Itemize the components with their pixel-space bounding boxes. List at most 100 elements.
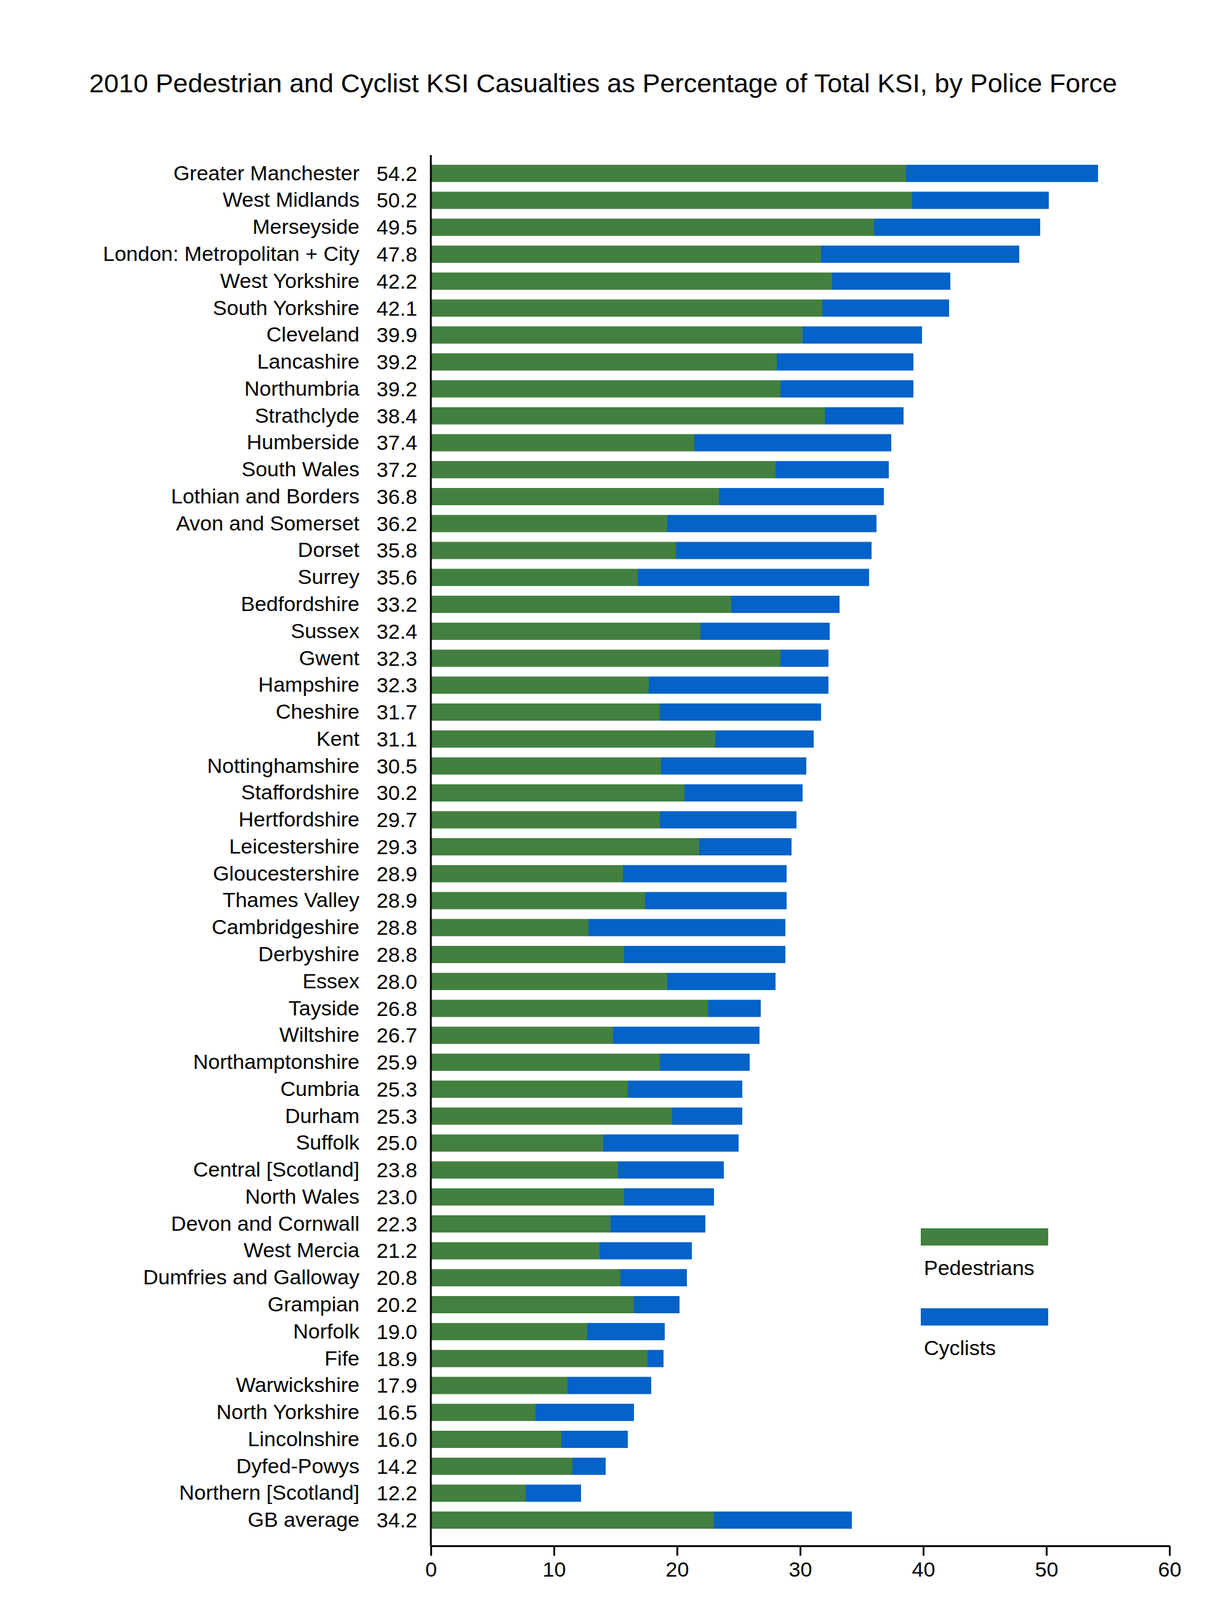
category-label: Durham	[284, 1104, 360, 1128]
bar-segment	[647, 1350, 664, 1368]
y-tick: Greater Manchester	[173, 161, 360, 185]
bar-segment	[535, 1403, 634, 1422]
tick-label: 60	[1158, 1557, 1182, 1582]
y-tick: Cheshire	[275, 699, 360, 724]
bar-segment	[430, 407, 825, 425]
y-tick: GB average	[248, 1507, 360, 1532]
tick-label: 30	[789, 1557, 813, 1582]
tick-mark	[922, 1546, 925, 1556]
category-label: West Mercia	[243, 1238, 360, 1262]
category-label: Devon and Cornwall	[171, 1211, 360, 1236]
category-label: Thames Valley	[222, 888, 360, 912]
category-label: GB average	[248, 1507, 360, 1532]
y-tick: Dorset	[297, 537, 361, 562]
bar-segment	[645, 892, 787, 910]
total-label: 16.5	[376, 1400, 418, 1425]
y-tick: Suffolk	[296, 1130, 361, 1155]
bar-segment	[430, 380, 781, 398]
y-tick: Northern [Scotland]	[179, 1480, 360, 1505]
bar-segment	[622, 865, 787, 883]
total-label: 28.8	[376, 942, 418, 967]
total-label: 32.3	[376, 646, 418, 671]
category-label: Sussex	[291, 619, 361, 643]
category-label: South Wales	[241, 457, 361, 481]
category-label: Greater Manchester	[173, 161, 360, 185]
total-label: 16.0	[376, 1427, 418, 1452]
bar-segment	[430, 1403, 536, 1422]
bar-segment	[430, 1458, 573, 1476]
tick-label: 10	[542, 1557, 567, 1582]
y-tick: Durham	[284, 1104, 360, 1128]
category-label: London: Metropolitan + City	[102, 241, 360, 266]
category-label: Staffordshire	[241, 780, 360, 804]
bar-segment	[672, 1107, 743, 1126]
tick-label: 20	[665, 1557, 690, 1582]
y-tick: Cleveland	[266, 322, 360, 346]
bar-segment	[430, 1484, 526, 1502]
total-label: 28.0	[376, 970, 418, 994]
total-label: 28.8	[376, 915, 418, 940]
bar-segment	[624, 1188, 714, 1206]
bar-segment	[430, 865, 623, 883]
total-label: 32.3	[376, 673, 418, 697]
bar-segment	[587, 1323, 665, 1341]
bar-segment	[627, 1080, 743, 1099]
tick-label: 40	[912, 1557, 936, 1582]
bar-segment	[599, 1242, 692, 1260]
bars	[430, 164, 1099, 1529]
y-tick: Gwent	[299, 645, 361, 670]
total-label: 20.2	[376, 1293, 418, 1317]
legend: PedestriansCyclists	[920, 1228, 1049, 1360]
bar-segment	[430, 811, 660, 829]
total-label: 29.7	[376, 808, 418, 832]
bar-segment	[715, 730, 814, 748]
total-label: 36.8	[376, 485, 418, 509]
bar-segment	[822, 299, 950, 317]
y-tick: West Midlands	[222, 187, 360, 212]
category-label: Cheshire	[275, 699, 360, 724]
total-label: 42.2	[376, 269, 418, 293]
y-tick: Lancashire	[257, 349, 360, 373]
total-label: 23.8	[376, 1158, 418, 1182]
x-tick: 0	[425, 1546, 438, 1582]
bar-segment	[912, 192, 1049, 210]
y-tick: Avon and Somerset	[176, 511, 361, 535]
y-tick: Bedfordshire	[240, 592, 360, 616]
category-label: Merseyside	[252, 214, 360, 239]
category-label: Warwickshire	[235, 1373, 360, 1397]
total-label: 20.8	[376, 1266, 418, 1290]
title: 2010 Pedestrian and Cyclist KSI Casualti…	[89, 68, 1118, 98]
y-tick: Devon and Cornwall	[171, 1211, 360, 1236]
bar-segment	[430, 1376, 568, 1395]
y-tick: Essex	[302, 969, 360, 993]
legend-label: Cyclists	[923, 1336, 996, 1360]
y-tick: South Wales	[241, 457, 361, 481]
total-label: 42.1	[376, 296, 418, 321]
y-tick: London: Metropolitan + City	[102, 241, 360, 266]
y-axis-line	[430, 155, 433, 1547]
bar-segment	[430, 1511, 714, 1529]
bar-segment	[430, 245, 822, 263]
bar-segment	[821, 245, 1020, 263]
category-label: Lancashire	[257, 349, 360, 373]
total-label: 25.0	[376, 1131, 418, 1155]
category-label: West Yorkshire	[220, 268, 360, 293]
bar-segment	[648, 676, 829, 694]
bar-segment	[613, 1026, 760, 1044]
bar-segment	[603, 1134, 739, 1152]
bar-segment	[430, 299, 823, 317]
chart: 2010 Pedestrian and Cyclist KSI Casualti…	[0, 0, 1231, 1600]
y-tick: Humberside	[246, 430, 360, 454]
bar-segment	[430, 1053, 660, 1071]
bar-segment	[430, 838, 700, 856]
category-label: Suffolk	[296, 1130, 361, 1155]
bar-segment	[430, 433, 695, 452]
total-label: 22.3	[376, 1212, 418, 1236]
bar-segment	[430, 1242, 600, 1260]
category-label: Dumfries and Galloway	[143, 1265, 360, 1289]
category-label: Lincolnshire	[248, 1427, 360, 1451]
category-label: Gloucestershire	[212, 861, 360, 886]
y-tick: Grampian	[267, 1292, 360, 1316]
y-tick: West Mercia	[243, 1238, 360, 1262]
total-label: 23.0	[376, 1185, 418, 1209]
